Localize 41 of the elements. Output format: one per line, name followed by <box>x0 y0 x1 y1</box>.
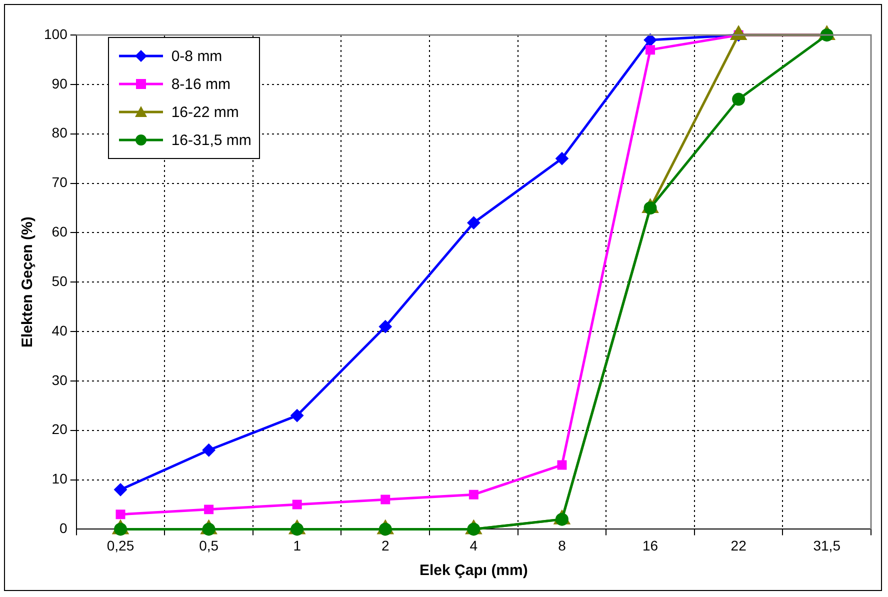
y-tick-label: 20 <box>52 421 68 438</box>
y-tick-label: 70 <box>52 174 68 190</box>
x-axis-title: Elek Çapı (mm) <box>419 562 528 580</box>
legend-label: 8-16 mm <box>171 76 231 92</box>
y-tick-label: 40 <box>52 322 68 338</box>
legend-label: 16-22 mm <box>171 104 239 120</box>
point <box>114 483 128 496</box>
x-tick-label: 0,5 <box>199 537 219 554</box>
point <box>646 45 656 55</box>
y-tick-label: 100 <box>44 26 68 42</box>
x-tick-label: 0,25 <box>106 537 134 554</box>
point <box>467 216 480 230</box>
legend-label: 0-8 mm <box>171 48 222 64</box>
point <box>292 500 302 510</box>
x-tick-label: 31,5 <box>813 537 841 554</box>
legend-label: 16-31,5 mm <box>171 132 252 148</box>
point <box>116 510 126 520</box>
point <box>380 494 390 504</box>
y-axis-title: Elekten Geçen (%) <box>19 216 36 348</box>
point <box>290 409 304 422</box>
y-tick-label: 10 <box>52 470 68 487</box>
point <box>557 460 567 470</box>
y-tick-label: 50 <box>52 272 68 289</box>
point <box>555 152 568 166</box>
x-tick-label: 2 <box>381 537 390 554</box>
x-tick-label: 16 <box>642 537 658 554</box>
y-tick-label: 90 <box>52 75 68 92</box>
y-tick-label: 0 <box>60 520 68 536</box>
y-tick-label: 80 <box>52 124 68 141</box>
x-tick-label: 4 <box>470 537 478 554</box>
point <box>202 444 216 457</box>
point <box>378 320 392 334</box>
x-tick-label: 8 <box>558 537 566 554</box>
point <box>732 92 746 106</box>
x-tick-label: 22 <box>730 537 747 554</box>
x-tick-label: 1 <box>293 537 302 554</box>
point <box>644 33 657 46</box>
point <box>204 504 214 514</box>
y-tick-label: 60 <box>52 224 68 240</box>
point <box>468 490 478 500</box>
y-tick-label: 30 <box>52 372 68 388</box>
